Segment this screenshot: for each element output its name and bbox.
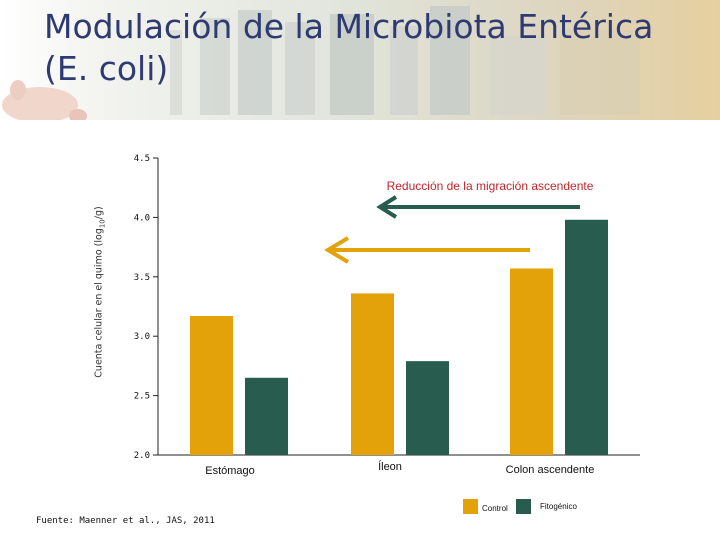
legend-label-fitogenico: Fitogénico	[540, 502, 577, 511]
bars	[190, 219, 608, 455]
y-ticks: 2.0 2.5 3.0 3.5 4.0 4.5	[134, 154, 158, 461]
header-background	[0, 0, 720, 120]
title-line-1: Modulación de la Microbiota Entérica	[44, 7, 654, 46]
header-decoration	[2, 6, 640, 120]
arrow-control-head	[324, 236, 350, 264]
y-tick-label: 3.0	[134, 332, 150, 342]
category-label: Colon ascendente	[506, 464, 595, 476]
category-label: Estómago	[205, 465, 255, 477]
legend-swatch-control	[463, 499, 478, 514]
bar-control	[190, 316, 233, 455]
bar-fitogenico	[406, 361, 449, 455]
arrow-control	[324, 236, 530, 264]
y-tick-label: 2.0	[134, 451, 150, 461]
y-tick-label: 4.0	[134, 213, 150, 223]
legend-label-control: Control	[482, 504, 508, 513]
title-line-2: (E. coli)	[44, 49, 169, 88]
slide-title: Modulación de la Microbiota Entérica (E.…	[44, 6, 653, 90]
arrow-fitogenico	[376, 195, 580, 219]
y-tick-label: 2.5	[134, 392, 150, 402]
y-tick-label: 3.5	[134, 273, 150, 283]
y-tick-label: 4.5	[134, 154, 150, 164]
bar-fitogenico	[245, 377, 288, 455]
pig-silhouette	[2, 80, 87, 120]
legend-swatch-fitogenico	[516, 499, 531, 514]
bar-control	[351, 293, 394, 455]
category-labels: Estómago Íleon Colon ascendente	[205, 460, 594, 477]
bar-fitogenico	[565, 219, 608, 455]
category-label: Íleon	[378, 460, 402, 473]
legend: Control Fitogénico	[463, 499, 577, 514]
annotation-text: Reducción de la migración ascendente	[387, 179, 594, 193]
bar-control	[510, 268, 553, 455]
arrow-fitogenico-head	[376, 195, 398, 219]
source-note: Fuente: Maenner et al., JAS, 2011	[36, 516, 215, 526]
